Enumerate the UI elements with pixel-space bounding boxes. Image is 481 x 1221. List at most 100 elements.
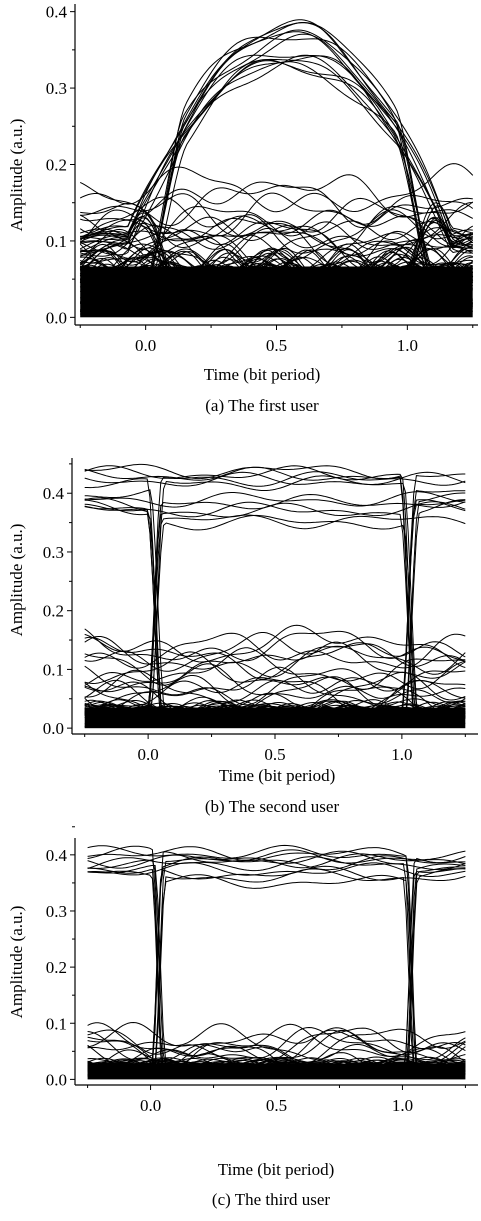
- eye-trace: [80, 268, 473, 291]
- eye-trace: [87, 1064, 466, 1073]
- eye-trace: [84, 708, 466, 719]
- eye-trace: [80, 272, 473, 295]
- x-tick-label: 1.0: [397, 336, 418, 355]
- eye-trace: [79, 246, 473, 281]
- y-tick-label: 0.0: [46, 308, 67, 327]
- eye-trace: [79, 258, 474, 288]
- eye-trace: [84, 624, 466, 668]
- eye-trace: [80, 218, 473, 265]
- eye-trace: [87, 862, 466, 877]
- eye-trace: [87, 1023, 466, 1060]
- eye-diagram-chart-b: 0.0 0.1 0.2 0.3 0.4 0.0 0.5 1.0 Amplitude (a.u.…: [7, 458, 478, 816]
- y-axis-label-c: Amplitude (a.u.): [7, 906, 26, 1019]
- y-tick-label: 0.3: [46, 902, 67, 921]
- eye-trace: [87, 844, 466, 1075]
- eye-trace: [84, 705, 466, 717]
- eye-trace: [80, 251, 474, 284]
- eye-trace: [80, 22, 473, 239]
- eye-trace: [87, 1059, 466, 1070]
- eye-trace: [79, 256, 473, 287]
- y-axis-label-a: Amplitude (a.u.): [7, 119, 26, 232]
- ticks-c: 0.0 0.1 0.2 0.3 0.4 0.0 0.5 1.0: [46, 826, 466, 1115]
- eye-traces-c: [87, 844, 466, 1080]
- eye-diagram-chart-c: 0.0 0.1 0.2 0.3 0.4 0.0 0.5 1.0 Amplitude (a.u.…: [7, 826, 478, 1209]
- x-tick-label: 0.0: [135, 336, 156, 355]
- eye-trace: [80, 19, 473, 307]
- eye-trace: [87, 1021, 466, 1064]
- eye-trace: [79, 163, 474, 213]
- eye-trace: [79, 216, 473, 269]
- x-tick-label: 0.5: [266, 1096, 287, 1115]
- eye-trace: [84, 463, 466, 720]
- eye-trace: [79, 247, 474, 279]
- eye-trace: [84, 471, 466, 487]
- eye-trace: [87, 1059, 466, 1070]
- y-tick-label: 0.1: [43, 660, 64, 679]
- eye-trace: [80, 181, 473, 228]
- eye-trace: [84, 666, 466, 712]
- x-tick-label: 0.5: [264, 745, 285, 764]
- eye-trace: [80, 54, 474, 254]
- eye-trace: [79, 247, 473, 282]
- eye-trace: [84, 665, 466, 706]
- y-tick-label: 0.2: [46, 958, 67, 977]
- y-tick-label: 0.1: [46, 1014, 67, 1033]
- y-tick-label: 0.2: [43, 602, 64, 621]
- x-tick-label: 0.0: [140, 1096, 161, 1115]
- chart-panel-c: 0.0 0.1 0.2 0.3 0.4 0.0 0.5 1.0 Amplitude (a.u.…: [0, 822, 481, 1221]
- y-tick-label: 0.0: [46, 1070, 67, 1089]
- eye-trace: [80, 31, 473, 306]
- x-tick-label: 0.0: [138, 745, 159, 764]
- eye-trace: [87, 1061, 466, 1071]
- eye-trace: [79, 243, 473, 276]
- x-tick-label: 1.0: [391, 745, 412, 764]
- x-axis-label-b: Time (bit period): [219, 766, 335, 785]
- eye-trace: [87, 846, 466, 1079]
- eye-trace: [80, 265, 473, 292]
- eye-trace: [84, 501, 466, 518]
- eye-traces-b: [84, 463, 466, 729]
- eye-traces-a: [79, 19, 474, 318]
- y-tick-label: 0.3: [46, 79, 67, 98]
- eye-trace: [79, 246, 473, 282]
- eye-trace: [84, 651, 466, 690]
- caption-a: (a) The first user: [205, 396, 319, 415]
- eye-trace: [84, 647, 466, 690]
- eye-trace: [80, 248, 473, 282]
- y-tick-label: 0.4: [46, 846, 68, 865]
- eye-trace: [84, 636, 466, 680]
- chart-panel-b: 0.0 0.1 0.2 0.3 0.4 0.0 0.5 1.0 Amplitude (a.u.…: [0, 412, 481, 822]
- y-tick-label: 0.1: [46, 232, 67, 251]
- eye-trace: [80, 193, 474, 237]
- eye-trace: [84, 466, 466, 718]
- caption-c: (c) The third user: [212, 1190, 331, 1209]
- eye-trace: [84, 675, 466, 712]
- y-tick-label: 0.0: [43, 719, 64, 738]
- y-tick-label: 0.4: [46, 3, 68, 22]
- ticks-b: 0.0 0.1 0.2 0.3 0.4 0.0 0.5 1.0: [43, 463, 466, 764]
- eye-trace: [87, 1029, 466, 1068]
- eye-trace: [80, 263, 473, 290]
- x-axis-label-c: Time (bit period): [218, 1160, 334, 1179]
- eye-trace: [84, 632, 466, 669]
- ticks-a: 0.0 0.1 0.2 0.3 0.4 0.0 0.5 1.0: [46, 3, 474, 355]
- eye-trace: [87, 1022, 466, 1061]
- eye-trace: [84, 699, 466, 714]
- eye-trace: [84, 708, 466, 719]
- y-tick-label: 0.3: [43, 543, 64, 562]
- eye-trace: [84, 707, 466, 718]
- eye-diagram-chart-a: 0.0 0.1 0.2 0.3 0.4 0.0 0.5 1.0 Amplitude (a.u.…: [7, 3, 478, 415]
- eye-trace: [79, 273, 473, 296]
- eye-trace: [87, 1056, 466, 1069]
- eye-trace: [87, 1065, 466, 1073]
- y-tick-label: 0.2: [46, 156, 67, 175]
- chart-panel-a: 0.0 0.1 0.2 0.3 0.4 0.0 0.5 1.0 Amplitude (a.u.…: [0, 0, 481, 420]
- y-tick-label: 0.4: [43, 484, 65, 503]
- eye-trace: [79, 174, 474, 227]
- x-tick-label: 1.0: [392, 1096, 413, 1115]
- x-axis-label-a: Time (bit period): [204, 365, 320, 384]
- y-axis-label-b: Amplitude (a.u.): [7, 524, 26, 637]
- eye-trace: [84, 636, 466, 678]
- eye-trace: [80, 60, 473, 256]
- x-tick-label: 0.5: [266, 336, 287, 355]
